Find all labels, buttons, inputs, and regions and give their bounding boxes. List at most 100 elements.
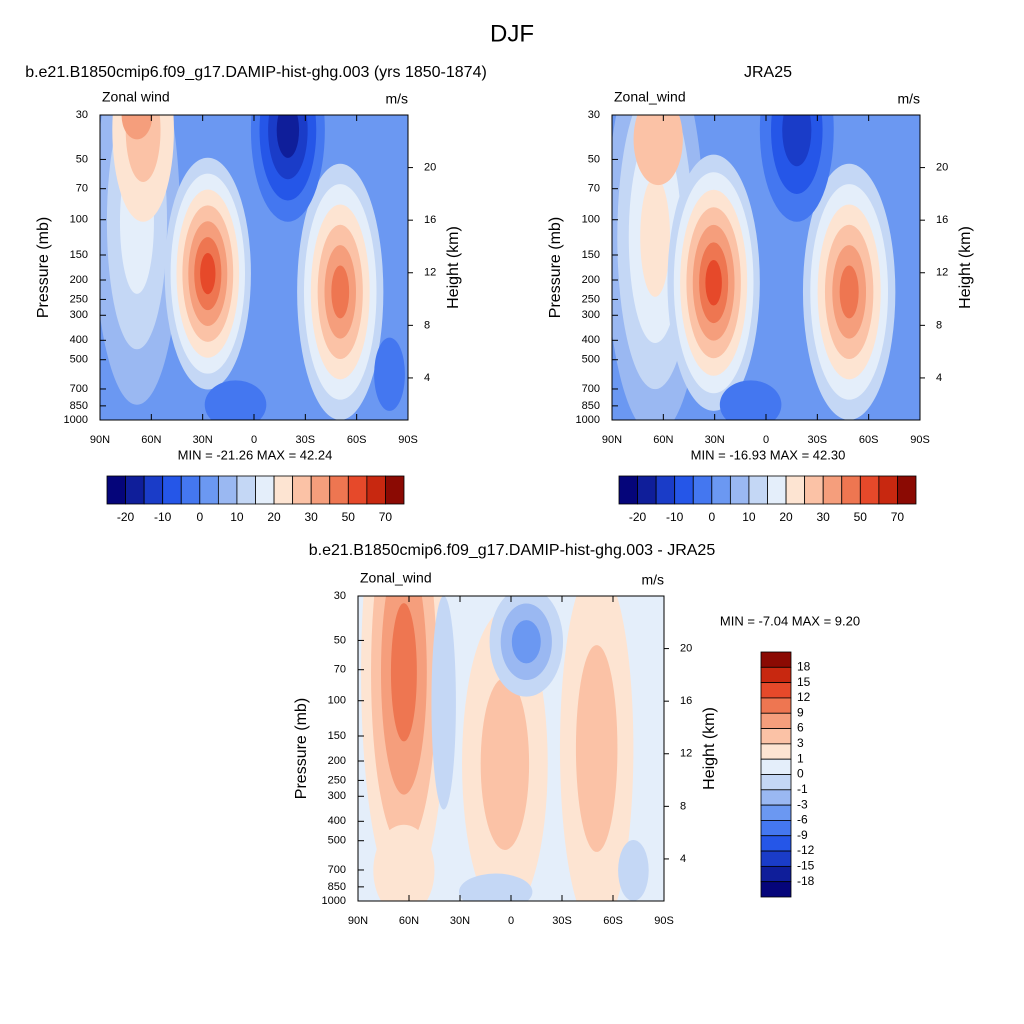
y-tick-label: 300 [70,309,88,321]
y2-tick-label: 16 [680,695,692,707]
figure-title: DJF [490,20,534,47]
y-tick-label: 30 [334,590,346,602]
y2-tick-label: 12 [680,748,692,760]
y-tick-label: 100 [70,214,88,226]
y2-tick-label: 20 [936,161,948,173]
y2-axis-label: Height (km) [701,707,718,790]
colorbar-box [859,475,880,505]
x-tick-label: 90S [910,434,930,446]
y-tick-label: 30 [588,109,600,121]
colorbar-box [125,475,145,505]
y2-tick-label: 8 [680,800,686,812]
y-tick-label: 400 [70,334,88,346]
contour-fill [782,115,812,167]
x-tick-label: 0 [251,434,257,446]
contour-field [358,596,664,901]
colorbar-box [760,712,792,729]
colorbar-box [760,682,792,699]
colorbar-box [785,475,806,505]
panel-title: JRA25 [744,64,792,81]
colorbar-box [180,475,201,505]
colorbar-box [760,835,792,852]
field-name: Zonal_wind [614,89,686,105]
contour-field [612,115,920,420]
colorbar-label: 30 [817,510,831,524]
contour-fill [633,115,683,186]
contour-fill [705,259,722,306]
y-tick-label: 200 [70,274,88,286]
colorbar-label: 1 [797,751,804,765]
y-tick-label: 250 [328,774,346,786]
y-tick-label: 300 [328,790,346,802]
y-tick-label: 200 [582,274,600,286]
panel-title: b.e21.B1850cmip6.f09_g17.DAMIP-hist-ghg.… [25,64,487,81]
y2-tick-label: 8 [936,319,942,331]
y-tick-label: 150 [582,249,600,261]
colorbar-label: 70 [379,510,393,524]
contour-fill [719,380,782,420]
colorbar-label: -15 [797,859,815,873]
colorbar-box [366,475,386,505]
y-tick-label: 400 [582,334,600,346]
colorbar-box [729,475,750,505]
colorbar-label: 0 [797,767,804,781]
contour-fill [511,620,541,664]
colorbar-label: 3 [797,736,804,750]
y-tick-label: 700 [328,864,346,876]
colorbar-box [760,820,792,837]
colorbar-label: 20 [267,510,281,524]
colorbar-box [618,475,638,505]
colorbar-box [841,475,861,505]
y-tick-label: 200 [328,755,346,767]
colorbar-box [760,666,792,684]
units: m/s [385,91,408,107]
y-tick-label: 70 [76,183,88,195]
colorbar-box [143,475,164,505]
colorbar-label: 0 [196,510,203,524]
colorbar-label: -10 [666,510,684,524]
colorbar-box [760,758,792,775]
contour-fill [331,265,350,319]
x-tick-label: 30N [450,915,470,927]
x-tick-label: 90N [348,915,368,927]
y2-tick-label: 4 [680,853,686,865]
colorbar-label: -20 [629,510,647,524]
colorbar-box [106,475,126,505]
colorbar-box [273,475,294,505]
colorbar-box [878,475,898,505]
y-tick-label: 1000 [576,414,600,426]
colorbar-label: 20 [779,510,793,524]
x-tick-label: 0 [763,434,769,446]
colorbar-box [760,789,792,806]
contour-field [100,115,408,420]
colorbar-box [655,475,676,505]
colorbar-label: 12 [797,690,811,704]
colorbar-label: -1 [797,782,808,796]
contour-fill [640,177,671,297]
y-tick-label: 500 [328,835,346,847]
x-tick-label: 30S [808,434,828,446]
colorbar-label: 50 [342,510,356,524]
contour-fill [373,824,435,901]
contour-fill [480,677,530,850]
colorbar-box [760,697,792,714]
x-tick-label: 60N [399,915,419,927]
colorbar-label: 10 [742,510,756,524]
field-name: Zonal wind [102,89,170,105]
y-tick-label: 700 [582,383,600,395]
y2-tick-label: 20 [680,642,692,654]
colorbar-box [255,475,275,505]
y2-tick-label: 16 [936,214,948,226]
colorbar-box [329,475,349,505]
colorbar-label: -20 [117,510,135,524]
colorbar-box [897,475,917,505]
colorbar-label: 15 [797,675,811,689]
colorbar-box [760,804,792,821]
y-tick-label: 300 [582,309,600,321]
y-tick-label: 700 [70,383,88,395]
y-tick-label: 50 [334,634,346,646]
colorbar-box [760,728,792,745]
y-tick-label: 50 [76,153,88,165]
x-tick-label: 60S [603,915,623,927]
